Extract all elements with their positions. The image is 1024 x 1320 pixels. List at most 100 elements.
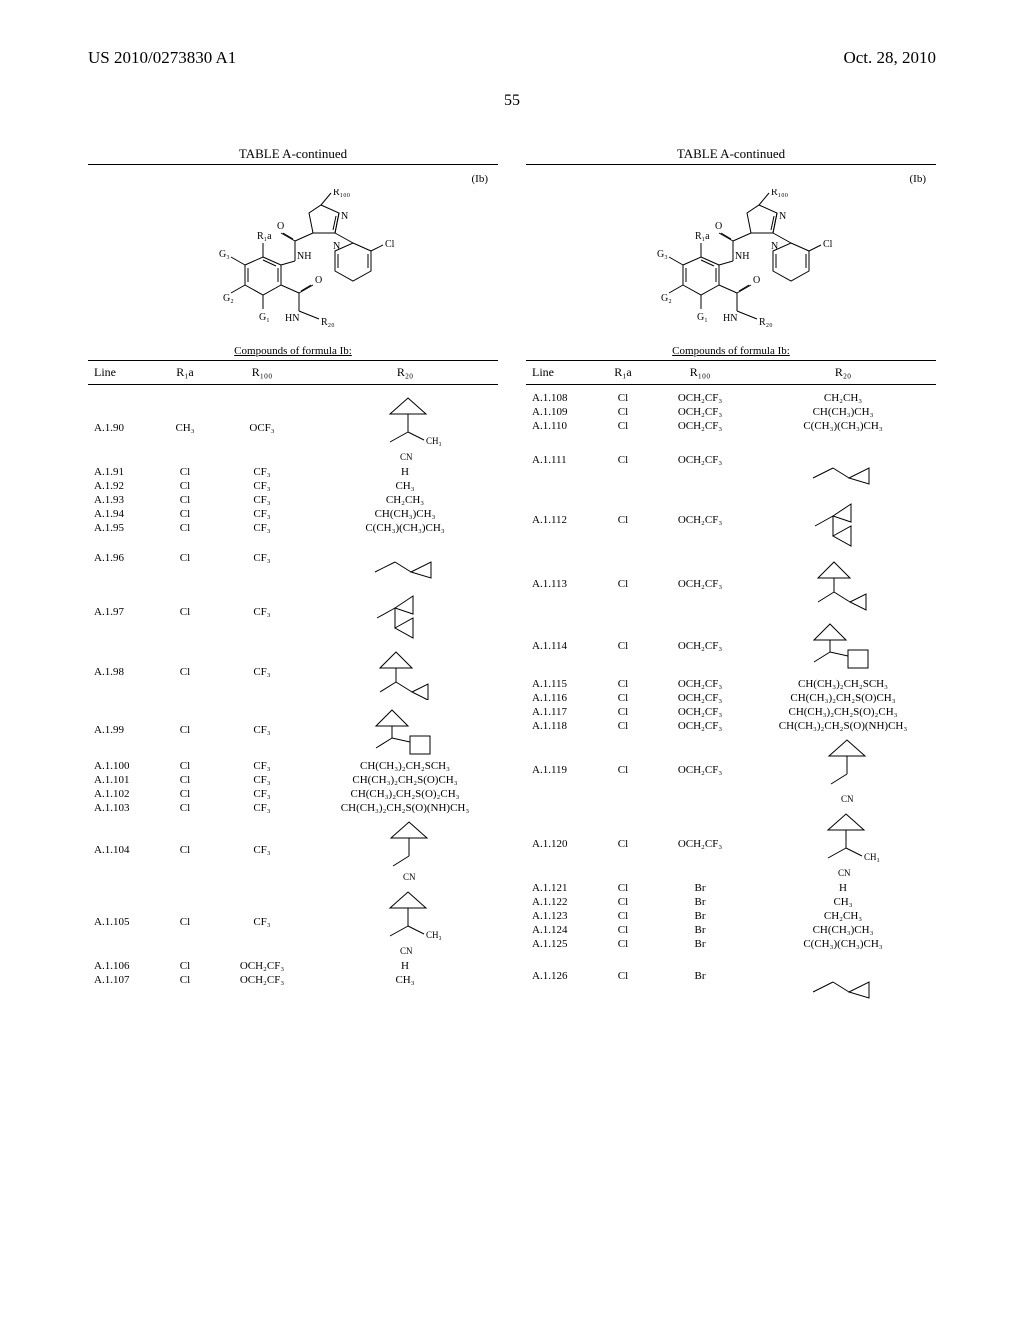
cell-r1a: Cl [158, 522, 212, 534]
svg-text:R₂₀: R₂₀ [759, 317, 773, 328]
cell-r1a: Cl [596, 706, 650, 718]
r20-structure-icon: CH₃ CN [360, 392, 450, 464]
table-row: A.1.102ClCF₃CH(CH₃)₂CH₂S(O)₂CH₃ [88, 787, 498, 801]
cell-r20 [312, 582, 498, 642]
cell-r20: CH(CH₃)CH₃ [312, 508, 498, 520]
cell-r1a: Cl [158, 760, 212, 772]
cell-r1a: CH₃ [158, 422, 212, 434]
r20-structure-icon [365, 536, 445, 580]
r20-structure-icon [365, 582, 445, 642]
cell-line: A.1.105 [88, 916, 158, 928]
cell-line: A.1.96 [88, 552, 158, 564]
svg-text:N: N [771, 241, 778, 252]
svg-text:G₁: G₁ [259, 312, 270, 323]
cell-r100: CF₃ [212, 666, 312, 678]
cell-r1a: Cl [596, 454, 650, 466]
svg-text:CN: CN [400, 452, 413, 462]
r20-structure-icon [803, 952, 883, 1000]
cell-r20: CH(CH₃)₂CH₂SCH₃ [750, 678, 936, 690]
table-row: A.1.101ClCF₃CH(CH₃)₂CH₂S(O)CH₃ [88, 773, 498, 787]
cell-r100: OCH₂CF₃ [650, 720, 750, 732]
cell-line: A.1.97 [88, 606, 158, 618]
cell-line: A.1.107 [88, 974, 158, 986]
cell-r1a: Cl [158, 916, 212, 928]
cell-r1a: Cl [158, 974, 212, 986]
cell-line: A.1.104 [88, 844, 158, 856]
cell-line: A.1.111 [526, 454, 596, 466]
cell-r1a: Cl [596, 764, 650, 776]
svg-text:G₃: G₃ [219, 249, 230, 260]
cell-r20: CH(CH₃)₂CH₂S(O)₂CH₃ [750, 706, 936, 718]
cell-r20: CH(CH₃)CH₃ [750, 924, 936, 936]
cell-line: A.1.124 [526, 924, 596, 936]
cell-r100: CF₃ [212, 774, 312, 786]
cell-r20: CH₃ CN [750, 808, 936, 880]
cell-r20 [750, 488, 936, 552]
table-row: A.1.96ClCF₃ [88, 535, 498, 581]
cell-line: A.1.112 [526, 514, 596, 526]
cell-r1a: Cl [158, 508, 212, 520]
cell-r100: CF₃ [212, 724, 312, 736]
svg-text:N: N [333, 241, 340, 252]
r20-structure-icon [803, 434, 883, 486]
cell-r20: CH(CH₃)₂CH₂S(O)(NH)CH₃ [312, 802, 498, 814]
table-row: A.1.98ClCF₃ [88, 643, 498, 701]
r20-structure-icon: CN [803, 734, 883, 806]
table-body-left: A.1.90CH₃OCF₃ CH₃ CNA.1.91ClCF₃HA.1.92Cl… [88, 385, 498, 987]
cell-r1a: Cl [158, 960, 212, 972]
cell-line: A.1.122 [526, 896, 596, 908]
cell-r100: OCH₂CF₃ [650, 764, 750, 776]
cell-r100: CF₃ [212, 606, 312, 618]
cell-r100: OCH₂CF₃ [650, 454, 750, 466]
cell-r1a: Cl [596, 692, 650, 704]
publication-number: US 2010/0273830 A1 [88, 48, 236, 68]
cell-r20: CH₂CH₃ [750, 910, 936, 922]
svg-text:G₁: G₁ [697, 312, 708, 323]
cell-r1a: Cl [596, 420, 650, 432]
cell-line: A.1.126 [526, 970, 596, 982]
table-row: A.1.107ClOCH₂CF₃CH₃ [88, 973, 498, 987]
table-caption-left: TABLE A-continued [88, 146, 498, 165]
cell-r100: Br [650, 910, 750, 922]
cell-line: A.1.100 [88, 760, 158, 772]
cell-r100: OCH₂CF₃ [212, 960, 312, 972]
cell-r1a: Cl [596, 910, 650, 922]
table-row: A.1.100ClCF₃CH(CH₃)₂CH₂SCH₃ [88, 759, 498, 773]
cell-r100: OCH₂CF₃ [650, 420, 750, 432]
table-row: A.1.108ClOCH₂CF₃CH₂CH₃ [526, 391, 936, 405]
table-row: A.1.122ClBrCH₃ [526, 895, 936, 909]
svg-text:R₁a: R₁a [695, 231, 710, 242]
svg-text:HN: HN [723, 313, 737, 324]
table-row: A.1.120ClOCH₂CF₃ CH₃ CN [526, 807, 936, 881]
table-row: A.1.90CH₃OCF₃ CH₃ CN [88, 391, 498, 465]
table-row: A.1.109ClOCH₂CF₃CH(CH₃)CH₃ [526, 405, 936, 419]
table-head-left: Line R₁a R₁₀₀ R₂₀ [88, 361, 498, 385]
table-row: A.1.104ClCF₃ CN [88, 815, 498, 885]
table-row: A.1.113ClOCH₂CF₃ [526, 553, 936, 615]
cell-line: A.1.94 [88, 508, 158, 520]
cell-r100: CF₃ [212, 508, 312, 520]
sub-caption-right: Compounds of formula Ib: [526, 345, 936, 361]
cell-line: A.1.117 [526, 706, 596, 718]
cell-r20: CH(CH₃)₂CH₂SCH₃ [312, 760, 498, 772]
table-row: A.1.110ClOCH₂CF₃C(CH₃)(CH₃)CH₃ [526, 419, 936, 433]
r20-structure-icon: CH₃ CN [798, 808, 888, 880]
cell-r20 [750, 616, 936, 676]
page-header: US 2010/0273830 A1 Oct. 28, 2010 [0, 0, 1024, 68]
cell-r1a: Cl [596, 678, 650, 690]
cell-r20 [312, 536, 498, 580]
cell-r20 [312, 644, 498, 700]
cell-r100: CF₃ [212, 480, 312, 492]
cell-r1a: Cl [158, 480, 212, 492]
svg-text:O: O [715, 221, 722, 232]
svg-text:NH: NH [297, 251, 311, 262]
svg-text:NH: NH [735, 251, 749, 262]
svg-text:R₁₀₀: R₁₀₀ [333, 189, 351, 198]
cell-r20: CH(CH₃)₂CH₂S(O)CH₃ [750, 692, 936, 704]
cell-r100: CF₃ [212, 844, 312, 856]
table-row: A.1.119ClOCH₂CF₃ CN [526, 733, 936, 807]
col-r1a: R₁a [158, 365, 212, 380]
table-row: A.1.126ClBr [526, 951, 936, 1001]
cell-r1a: Cl [158, 466, 212, 478]
table-row: A.1.125ClBrC(CH₃)(CH₃)CH₃ [526, 937, 936, 951]
